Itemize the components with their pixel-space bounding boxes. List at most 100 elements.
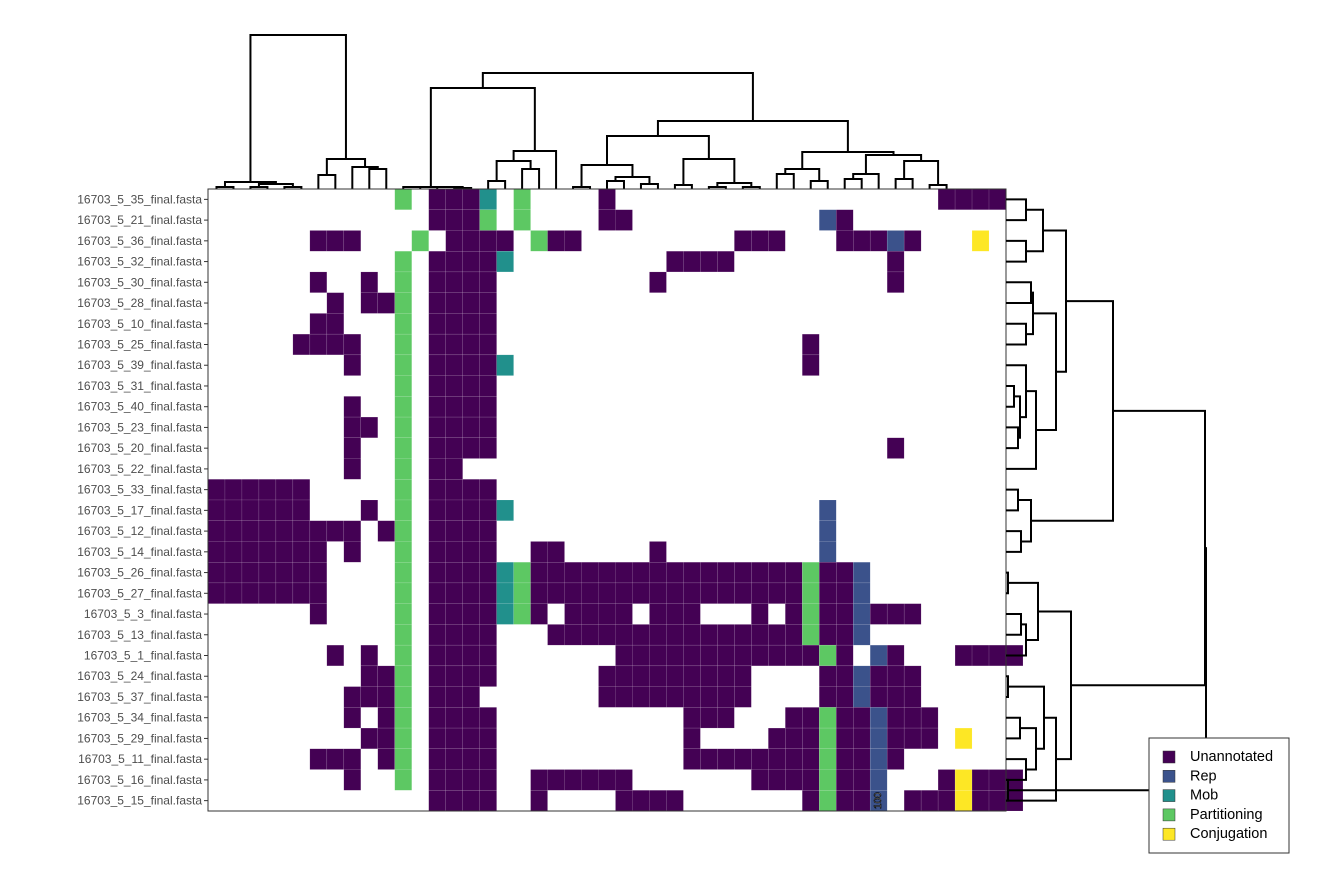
heatmap-cell (903, 665, 922, 687)
heatmap-cell (377, 292, 395, 314)
heatmap-cell (802, 727, 820, 750)
heatmap-cell (836, 644, 854, 667)
heatmap-cell (496, 499, 514, 521)
heatmap-cell (751, 769, 769, 791)
heatmap-cell (462, 250, 480, 273)
row-dendrogram (1006, 198, 1207, 802)
heatmap-cell (683, 727, 701, 750)
row-label: 16703_5_20_final.fasta (77, 441, 202, 455)
heatmap-cell (445, 499, 463, 521)
heatmap-cell (819, 541, 837, 563)
heatmap-cell (445, 707, 463, 729)
heatmap-cell (479, 354, 497, 376)
heatmap-cell (394, 644, 412, 667)
heatmap-cell (445, 748, 463, 770)
heatmap-cell (428, 562, 446, 584)
row-label: 16703_5_21_final.fasta (77, 213, 202, 227)
heatmap-cell (428, 603, 446, 625)
dendrogram-branch (1006, 716, 1021, 740)
heatmap-cell (920, 727, 939, 750)
heatmap-cell (428, 437, 446, 459)
heatmap-cell (360, 499, 378, 521)
heatmap-cell (649, 582, 667, 604)
heatmap-cell (564, 582, 582, 604)
heatmap-cell (479, 396, 497, 418)
heatmap-cell (785, 624, 803, 646)
heatmap-cell (954, 727, 973, 750)
heatmap-cell (734, 686, 752, 708)
heatmap-cell (734, 562, 752, 584)
heatmap-cell (649, 271, 667, 293)
dendrogram-branch (1006, 488, 1019, 512)
heatmap-cell (394, 748, 412, 770)
row-label: 16703_5_26_final.fasta (77, 566, 202, 580)
heatmap-cell (258, 541, 277, 563)
heatmap-cell (394, 416, 412, 439)
dendrogram-branch (317, 174, 337, 189)
heatmap-cell (462, 624, 480, 646)
heatmap-cell (462, 686, 480, 708)
heatmap-cell (886, 665, 905, 687)
heatmap-cell (886, 686, 905, 708)
dendrogram-branch (1006, 426, 1019, 450)
heatmap-cell (394, 665, 412, 687)
heatmap-cell (326, 230, 345, 252)
heatmap-cell (394, 333, 412, 356)
heatmap-cell (343, 354, 362, 376)
heatmap-cell (445, 562, 463, 584)
heatmap-cell (445, 624, 463, 646)
heatmap-cell (751, 230, 769, 252)
heatmap-cell (530, 230, 548, 252)
heatmap-cell (734, 624, 752, 646)
heatmap-cell (343, 707, 362, 729)
row-label: 16703_5_12_final.fasta (77, 524, 202, 538)
heatmap-cell (224, 541, 243, 563)
heatmap-cell (903, 230, 922, 252)
heatmap-cell (462, 499, 480, 521)
heatmap-cell (224, 562, 243, 584)
heatmap-cell (530, 562, 548, 584)
heatmap-cell (819, 727, 837, 750)
heatmap-cell (207, 562, 226, 584)
heatmap-cell (479, 188, 497, 210)
heatmap-cell (428, 769, 446, 791)
dendrogram-branch (1043, 229, 1067, 373)
heatmap-cell (479, 437, 497, 459)
heatmap-cell (445, 541, 463, 563)
heatmap-cell (530, 769, 548, 791)
heatmap-cell (207, 520, 226, 542)
heatmap-cell (581, 624, 599, 646)
heatmap-cell (445, 416, 463, 439)
dendrogram-branch (1006, 281, 1032, 305)
legend-label: Rep (1190, 768, 1217, 784)
heatmap-cell (462, 541, 480, 563)
heatmap-cell (479, 209, 497, 231)
heatmap-cell (394, 437, 412, 459)
heatmap-cell (886, 603, 905, 625)
heatmap-cell (836, 665, 854, 687)
heatmap-cell (445, 727, 463, 750)
heatmap-cell (700, 582, 718, 604)
heatmap-cell (343, 333, 362, 356)
heatmap-cell (343, 230, 362, 252)
heatmap-cell (886, 271, 905, 293)
heatmap-cell (479, 748, 497, 770)
heatmap-cell (343, 769, 362, 791)
heatmap-cell (309, 603, 328, 625)
heatmap-cell (852, 686, 871, 708)
heatmap-cell (224, 499, 243, 521)
heatmap-cell (734, 230, 752, 252)
heatmap-cell (428, 707, 446, 729)
heatmap-cell (666, 644, 684, 667)
heatmap-cell (479, 499, 497, 521)
heatmap-cell (241, 520, 260, 542)
heatmap-cell (819, 209, 837, 231)
heatmap-cell (886, 230, 905, 252)
heatmap-cell (598, 624, 616, 646)
heatmap-cell (530, 582, 548, 604)
heatmap-cell (666, 582, 684, 604)
heatmap-cell (632, 624, 650, 646)
heatmap-cell (819, 582, 837, 604)
heatmap-cell (886, 644, 905, 667)
